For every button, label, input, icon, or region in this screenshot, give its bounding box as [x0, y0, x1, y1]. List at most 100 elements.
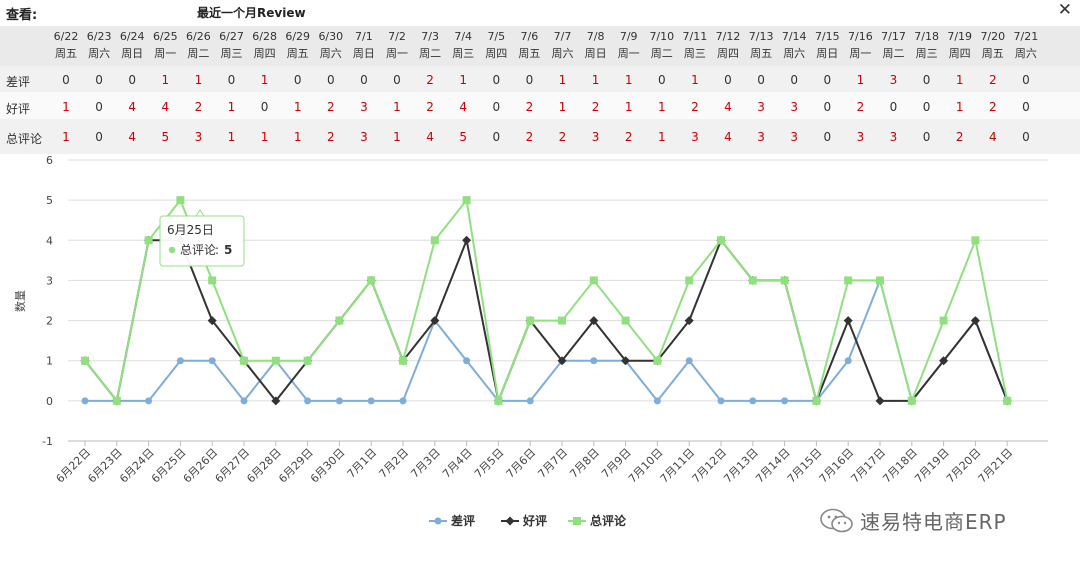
table-cell: 3: [889, 130, 898, 144]
y-tick-label: 2: [46, 315, 53, 328]
table-cell: 0: [922, 130, 931, 144]
table-date-header: 6/26: [186, 30, 211, 43]
table-cell: 4: [459, 100, 467, 114]
data-point: [621, 316, 630, 325]
table-cell: 1: [227, 130, 236, 144]
table-cell: 1: [393, 100, 401, 114]
table-weekday-header: 周三: [452, 47, 475, 60]
table-cell: 0: [492, 100, 501, 114]
table-cell: 0: [492, 73, 501, 87]
table-cell: 1: [558, 73, 567, 87]
tooltip-marker: [168, 246, 176, 254]
table-cell: 1: [393, 130, 401, 144]
data-point: [462, 235, 472, 245]
table-cell: 3: [757, 130, 765, 144]
table-cell: 0: [492, 130, 501, 144]
table-weekday-header: 周六: [783, 47, 806, 60]
tooltip-box: [159, 215, 245, 267]
table-cell: 0: [128, 73, 136, 87]
table-cell: 0: [1022, 130, 1030, 144]
y-tick-label: 6: [46, 156, 53, 167]
table-cell: 2: [988, 100, 997, 114]
data-point: [144, 236, 153, 245]
data-point: [685, 276, 694, 285]
table-date-header: 7/1: [355, 30, 373, 43]
table-cell: 1: [558, 100, 567, 114]
x-tick-label: 7月6日: [504, 446, 539, 481]
x-tick-label: 7月16日: [817, 446, 857, 486]
data-point: [781, 397, 789, 405]
table-cell: 3: [591, 130, 600, 144]
table-cell: 4: [128, 130, 136, 144]
data-point: [304, 397, 312, 405]
table-cell: 1: [955, 73, 964, 87]
tooltip-value: 5: [224, 243, 232, 257]
data-point: [717, 397, 725, 405]
watermark-text: 速易特电商ERP: [860, 510, 1007, 534]
series-line: [85, 277, 1009, 404]
table-date-header: 7/20: [980, 30, 1006, 43]
table-cell: 1: [161, 73, 170, 87]
y-tick-label: 4: [46, 234, 53, 247]
data-point: [463, 357, 471, 365]
table-cell: 2: [194, 100, 203, 114]
table-cell: 0: [525, 73, 534, 87]
table-cell: 0: [95, 130, 103, 144]
data-point: [240, 397, 248, 405]
x-tick-label: 6月26日: [181, 446, 221, 486]
table-date-header: 7/13: [748, 30, 774, 43]
table-cell: 2: [426, 73, 434, 87]
table-date-header: 7/18: [914, 30, 939, 43]
table-date-header: 7/4: [454, 30, 473, 43]
data-point: [335, 397, 343, 405]
table-cell: 0: [889, 100, 898, 114]
legend-label: 好评: [522, 513, 547, 528]
data-point: [621, 356, 631, 366]
table-weekday-header: 周一: [154, 47, 177, 60]
data-point: [367, 397, 375, 405]
data-point: [812, 396, 821, 405]
table-cell: 0: [757, 73, 765, 87]
y-axis-label: 数量: [14, 290, 27, 312]
table-cell: 2: [988, 73, 997, 87]
table-cell: 0: [823, 100, 832, 114]
data-point: [462, 196, 471, 205]
table-cell: 1: [624, 100, 633, 114]
table-cell: 0: [95, 100, 103, 114]
table-cell: 2: [326, 130, 335, 144]
close-icon[interactable]: ✕: [1057, 0, 1072, 20]
data-point: [589, 316, 599, 326]
table-date-header: 6/27: [219, 30, 244, 43]
table-cell: 1: [691, 73, 699, 87]
table-cell: 0: [393, 73, 401, 87]
legend-marker: [505, 516, 515, 526]
table-header-band: [0, 26, 1080, 66]
table-cell: 5: [161, 130, 170, 144]
data-point: [653, 356, 662, 365]
data-point: [780, 276, 789, 285]
series-line: [84, 197, 1009, 405]
legend-label: 差评: [450, 513, 475, 528]
x-tick-label: 7月11日: [658, 446, 698, 486]
data-point: [876, 276, 884, 285]
series: [80, 196, 1012, 406]
table-cell: 1: [624, 73, 633, 87]
table-date-header: 7/12: [715, 30, 741, 43]
table-weekday-header: 周六: [88, 47, 111, 60]
y-tick-label: 5: [46, 194, 53, 207]
table-cell: 1: [260, 73, 269, 87]
legend-marker: [434, 517, 442, 525]
data-point: [939, 316, 948, 325]
table-cell: 0: [823, 130, 832, 144]
table-cell: 1: [657, 130, 666, 144]
data-point: [430, 236, 439, 245]
table-cell: 1: [955, 100, 964, 114]
data-point: [684, 316, 694, 326]
table-cell: 1: [194, 73, 203, 87]
y-tick-label: 0: [46, 395, 53, 408]
data-point: [335, 316, 344, 325]
table-weekday-header: 周五: [750, 47, 773, 60]
data-point: [590, 357, 598, 365]
table-date-header: 7/11: [682, 30, 708, 43]
table-date-header: 7/6: [520, 30, 539, 43]
